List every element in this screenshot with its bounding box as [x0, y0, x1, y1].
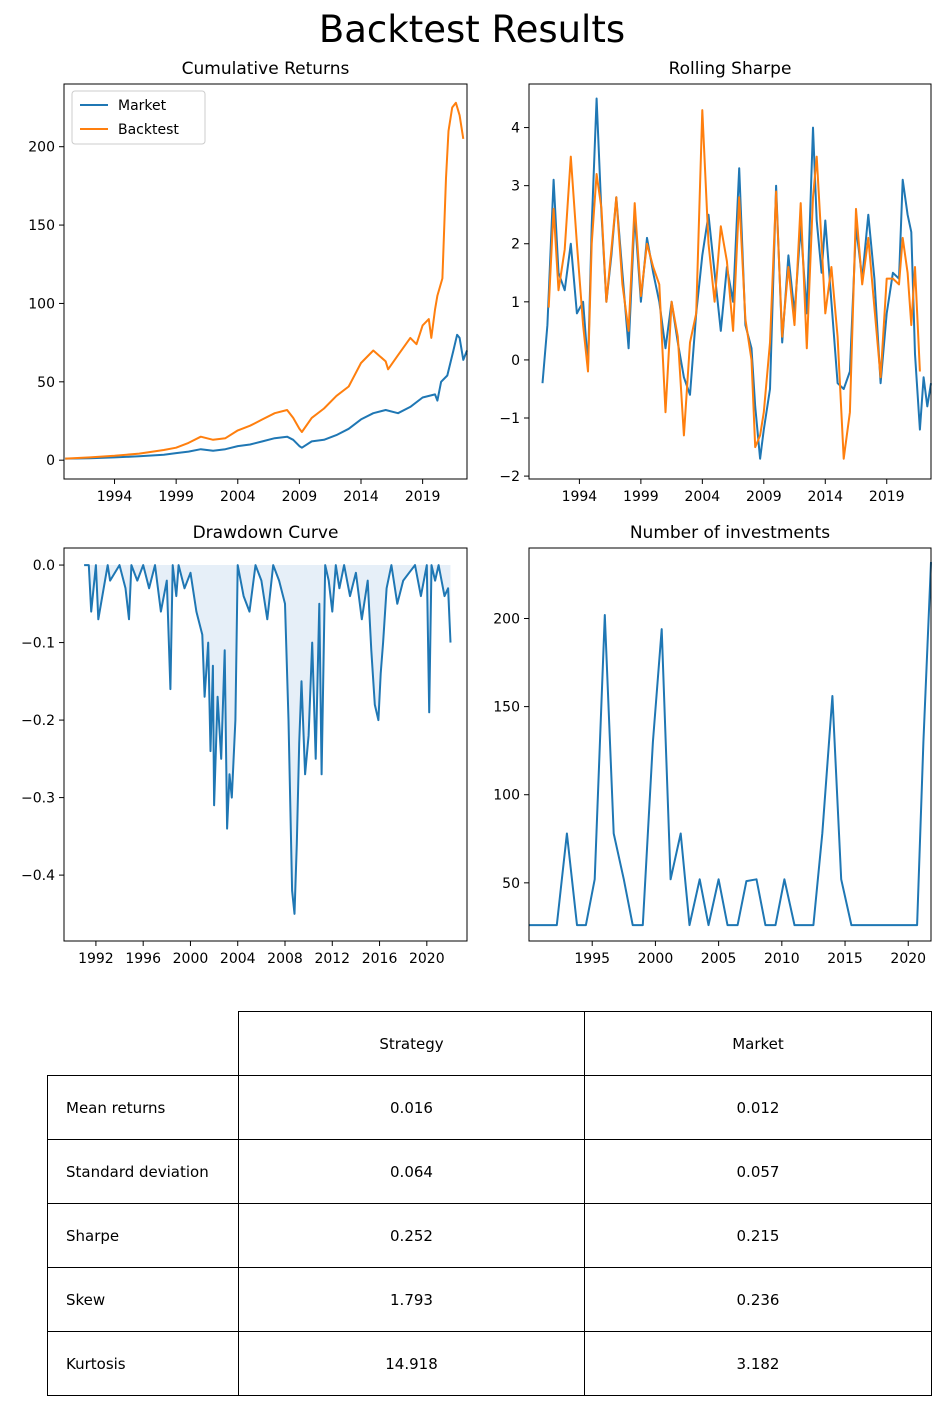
chart-title: Cumulative Returns [182, 59, 350, 79]
y-tick-label: 150 [28, 218, 55, 234]
strategy-value: 0.252 [238, 1203, 585, 1268]
x-tick-label: 2008 [267, 951, 303, 967]
market-value: 0.012 [584, 1075, 932, 1140]
series-line-1 [547, 109, 921, 460]
x-tick-label: 1994 [562, 489, 598, 505]
market-value: 3.182 [584, 1331, 932, 1396]
y-tick-label: −0.4 [21, 868, 55, 884]
table-header-row: Strategy Market [48, 1011, 932, 1076]
y-tick-label: 0.0 [33, 558, 55, 574]
y-tick-label: 50 [502, 876, 520, 892]
x-tick-label: 2019 [405, 489, 441, 505]
market-value: 0.057 [584, 1139, 932, 1204]
row-label: Sharpe [47, 1203, 239, 1268]
x-tick-label: 2020 [409, 951, 445, 967]
row-label: Standard deviation [47, 1139, 239, 1204]
y-tick-label: 3 [511, 179, 520, 195]
table-row: Kurtosis 14.918 3.182 [47, 1331, 932, 1396]
x-tick-label: 2014 [343, 489, 379, 505]
chart-drawdown: Drawdown Curve 1992 1996 2000 2004 2008 2012 20… [21, 523, 468, 967]
y-tick-label: 50 [37, 375, 55, 391]
y-tick-label: 0 [46, 453, 55, 469]
x-tick-label: 2004 [220, 489, 256, 505]
series-line-market [65, 333, 468, 460]
x-tick-label: 1995 [574, 951, 610, 967]
x-tick-label: 2009 [282, 489, 318, 505]
chart-title: Drawdown Curve [193, 523, 339, 543]
x-tick-label: 1999 [158, 489, 194, 505]
x-tick-label: 1996 [125, 951, 161, 967]
table-row: Skew 1.793 0.236 [47, 1267, 932, 1332]
statistics-table: Strategy Market Mean returns 0.016 0.012… [47, 1011, 932, 1396]
series-line-backtest [65, 101, 465, 460]
chart-title: Number of investments [630, 523, 830, 543]
strategy-value: 1.793 [238, 1267, 585, 1332]
legend-label: Market [118, 98, 167, 114]
plot-frame [528, 83, 932, 480]
row-label: Skew [47, 1267, 239, 1332]
plot-frame [528, 547, 932, 942]
plot-frame [63, 83, 468, 480]
row-label: Mean returns [47, 1075, 239, 1140]
x-tick-label: 1999 [623, 489, 659, 505]
table-corner-cell [48, 1012, 239, 1076]
y-tick-label: 4 [511, 121, 520, 137]
x-tick-label: 1992 [78, 951, 114, 967]
x-tick-label: 2014 [807, 489, 843, 505]
series-line-0 [84, 564, 452, 915]
x-tick-label: 2016 [362, 951, 398, 967]
y-tick-label: 2 [511, 237, 520, 253]
x-tick-label: 2010 [764, 951, 800, 967]
legend-label: Backtest [118, 122, 179, 138]
y-tick-label: 0 [511, 353, 520, 369]
y-tick-label: −2 [499, 469, 520, 485]
y-tick-label: 1 [511, 295, 520, 311]
series-line-0 [529, 562, 932, 927]
column-header-strategy: Strategy [238, 1011, 585, 1076]
strategy-value: 0.016 [238, 1075, 585, 1140]
y-tick-label: −0.2 [21, 713, 55, 729]
market-value: 0.236 [584, 1267, 932, 1332]
x-tick-label: 1994 [97, 489, 133, 505]
x-tick-label: 2009 [746, 489, 782, 505]
y-tick-label: 200 [493, 611, 520, 627]
x-tick-label: 2020 [890, 951, 926, 967]
y-tick-label: −1 [499, 411, 520, 427]
x-tick-label: 2019 [869, 489, 905, 505]
figure-title: Backtest Results [318, 8, 626, 51]
x-tick-label: 2012 [314, 951, 350, 967]
y-tick-label: −0.1 [21, 636, 55, 652]
y-tick-label: 100 [493, 788, 520, 804]
x-tick-label: 2004 [220, 951, 256, 967]
strategy-value: 14.918 [238, 1331, 585, 1396]
chart-investments: Number of investments 1995 2000 2005 2010 201… [493, 523, 932, 967]
x-tick-label: 2004 [685, 489, 721, 505]
chart-title: Rolling Sharpe [669, 59, 792, 79]
y-tick-label: −0.3 [21, 791, 55, 807]
x-tick-label: 2000 [173, 951, 209, 967]
chart-cumulative: Cumulative Returns 1994 1999 2004 2009 2014 20… [28, 59, 468, 505]
plot-frame [63, 547, 468, 942]
table-row: Standard deviation 0.064 0.057 [47, 1139, 932, 1204]
market-value: 0.215 [584, 1203, 932, 1268]
x-tick-label: 2000 [638, 951, 674, 967]
legend: Market Backtest [71, 90, 206, 145]
y-tick-label: 150 [493, 700, 520, 716]
column-header-market: Market [584, 1011, 932, 1076]
strategy-value: 0.064 [238, 1139, 585, 1204]
table-row: Sharpe 0.252 0.215 [47, 1203, 932, 1268]
row-label: Kurtosis [47, 1331, 239, 1396]
y-tick-label: 200 [28, 140, 55, 156]
table-row: Mean returns 0.016 0.012 [47, 1075, 932, 1140]
y-tick-label: 100 [28, 296, 55, 312]
x-tick-label: 2015 [827, 951, 863, 967]
x-tick-label: 2005 [701, 951, 737, 967]
